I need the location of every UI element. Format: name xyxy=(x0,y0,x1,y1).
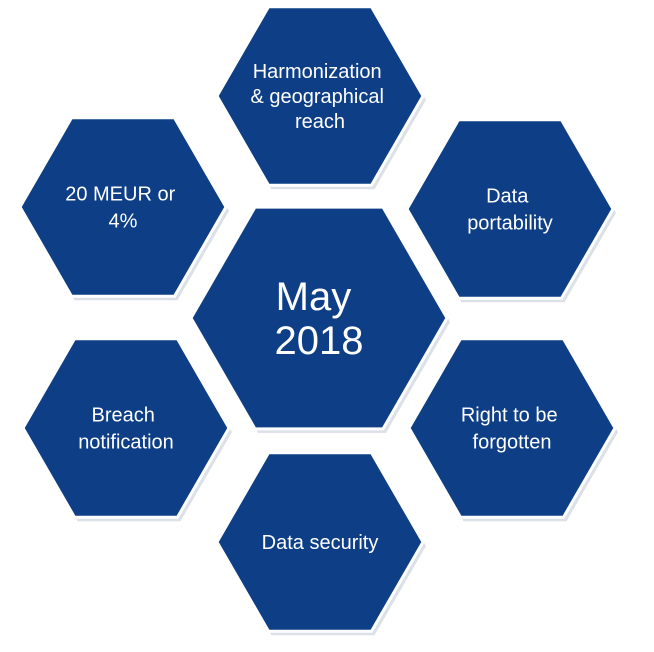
hexagon-shape xyxy=(405,118,615,300)
hexagon-shape xyxy=(189,205,449,431)
hexagon-shape xyxy=(215,5,425,187)
hexagon-label-line: Right to be xyxy=(461,405,558,427)
hexagon-label-line: notification xyxy=(78,432,174,454)
hexagon-label-line: Breach xyxy=(92,405,155,427)
hexagon-label-line: 20 MEUR or xyxy=(65,184,175,206)
hexagon-label-line: forgotten xyxy=(473,432,552,454)
hexagon-label: Data portability xyxy=(467,186,553,235)
hexagon-label: Breach notification xyxy=(78,405,174,454)
center-label: May 2018 xyxy=(275,275,364,363)
hexagon-right-to-be-forgotten: Right to be forgotten xyxy=(407,337,618,522)
hexagon-shape xyxy=(215,451,425,633)
hexagon-label-line: Data xyxy=(486,186,529,208)
center-label-line: May xyxy=(276,275,352,319)
hexagon-label-line: portability xyxy=(467,213,553,235)
hexagon-fines: 20 MEUR or 4% xyxy=(18,116,229,301)
hexagon-label: Data security xyxy=(262,532,379,554)
hexagon-shape xyxy=(18,116,228,298)
hexagon-data-security: Data security xyxy=(215,451,426,636)
center-label-line: 2018 xyxy=(275,319,364,363)
hexagon-label: Right to be forgotten xyxy=(461,405,563,454)
hexagon-center: May 2018 xyxy=(189,205,450,433)
hexagon-label-line: Harmonization xyxy=(253,61,382,83)
hexagon-shape xyxy=(407,337,617,519)
hexagon-harmonization: Harmonization & geographical reach xyxy=(215,5,426,190)
hexagon-data-portability: Data portability xyxy=(405,118,616,303)
hexagon-label: 20 MEUR or 4% xyxy=(65,184,181,233)
hexagon-shape xyxy=(21,337,231,519)
hexagon-label-line: Data security xyxy=(262,532,379,554)
hexagon-label: Harmonization & geographical reach xyxy=(251,61,390,133)
hexagon-label-line: 4% xyxy=(109,211,138,233)
hexagon-breach-notification: Breach notification xyxy=(21,337,232,522)
hexagon-label-line: reach xyxy=(295,111,345,133)
hexagon-label-line: & geographical xyxy=(251,86,384,108)
